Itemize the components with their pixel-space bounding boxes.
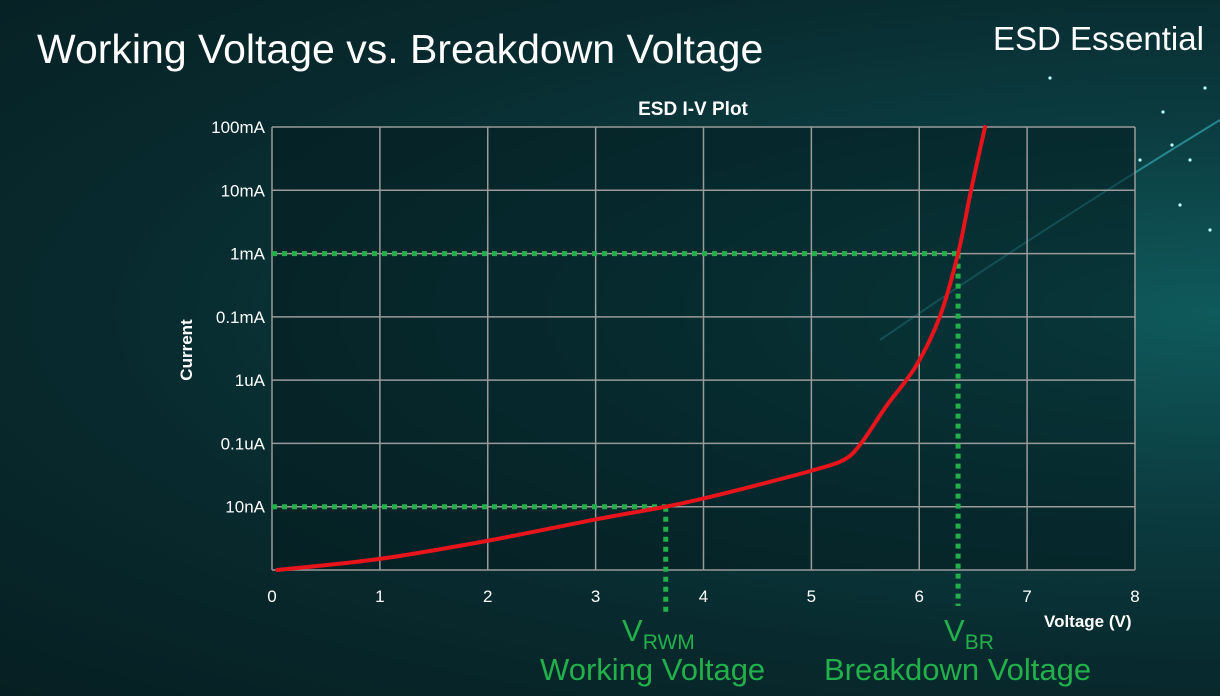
decorative-star (1161, 110, 1165, 114)
y-tick-label: 1uA (235, 371, 266, 390)
y-tick-labels: 10nA 0.1uA 1uA 0.1mA 1mA 10mA 100mA (211, 118, 266, 517)
x-tick-label: 4 (699, 587, 708, 606)
vbr-symbol: VBR (944, 613, 994, 654)
y-tick-label: 1mA (230, 245, 266, 264)
x-tick-label: 1 (375, 587, 384, 606)
brand-logo-text: ESD Essential (993, 20, 1204, 57)
x-tick-label: 7 (1022, 587, 1031, 606)
decorative-star (1188, 158, 1192, 162)
chart-title: ESD I-V Plot (638, 99, 748, 120)
y-tick-label: 100mA (211, 118, 266, 137)
y-tick-label: 0.1mA (216, 308, 266, 327)
x-tick-label: 8 (1130, 587, 1139, 606)
decorative-star (1048, 76, 1052, 80)
decorative-star (1170, 143, 1174, 147)
y-tick-label: 10nA (225, 498, 265, 517)
working-voltage-label: Working Voltage (540, 652, 765, 687)
guide-lines (272, 251, 961, 612)
x-tick-label: 2 (483, 587, 492, 606)
y-tick-label: 0.1uA (221, 434, 266, 453)
breakdown-voltage-label: Breakdown Voltage (824, 652, 1091, 687)
x-axis-label: Voltage (V) (1044, 612, 1132, 631)
x-tick-label: 0 (267, 587, 276, 606)
vrwm-symbol: VRWM (622, 613, 695, 654)
slide-title: Working Voltage vs. Breakdown Voltage (37, 26, 764, 72)
x-tick-label: 6 (915, 587, 924, 606)
decorative-star (1208, 228, 1212, 232)
y-axis-label: Current (177, 319, 196, 381)
x-tick-labels: 0 1 2 3 4 5 6 7 8 (267, 587, 1139, 606)
decorative-star (1203, 86, 1207, 90)
x-tick-label: 3 (591, 587, 600, 606)
iv-curve (275, 125, 988, 572)
decorative-star (1178, 203, 1182, 207)
y-tick-label: 10mA (221, 181, 266, 200)
x-tick-label: 5 (807, 587, 816, 606)
decorative-star (1138, 158, 1142, 162)
